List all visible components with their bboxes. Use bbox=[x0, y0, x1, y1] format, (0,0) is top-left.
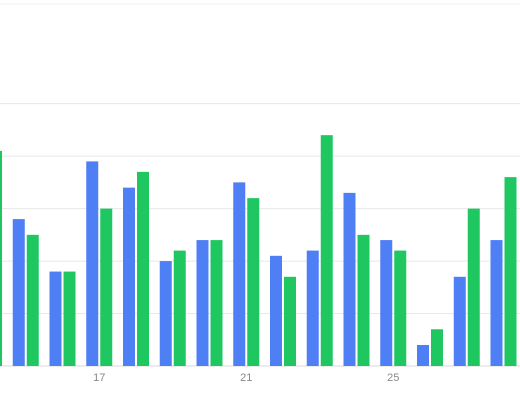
bar bbox=[343, 192, 356, 366]
bar bbox=[233, 182, 246, 366]
bar bbox=[49, 271, 62, 366]
x-tick-label: 25 bbox=[387, 372, 399, 384]
bar bbox=[417, 345, 429, 366]
bar bbox=[380, 240, 393, 366]
bar bbox=[0, 150, 2, 366]
bar bbox=[247, 198, 260, 366]
bar bbox=[490, 240, 503, 366]
bar bbox=[284, 276, 296, 366]
bar bbox=[86, 161, 99, 366]
bar bbox=[431, 329, 443, 366]
bar bbox=[394, 250, 407, 366]
bar bbox=[100, 208, 113, 366]
bar bbox=[123, 187, 135, 366]
bar bbox=[270, 255, 282, 366]
bar bbox=[467, 208, 480, 366]
bar bbox=[173, 250, 186, 366]
bar bbox=[12, 219, 25, 366]
bar bbox=[196, 240, 209, 366]
x-tick-label: 17 bbox=[93, 372, 105, 384]
bar bbox=[453, 276, 466, 366]
bar bbox=[26, 234, 39, 366]
bar bbox=[137, 171, 149, 366]
bar bbox=[210, 240, 223, 366]
bar bbox=[357, 234, 370, 366]
x-tick-label: 21 bbox=[240, 372, 252, 384]
bar bbox=[159, 261, 172, 366]
bar bbox=[63, 271, 76, 366]
bar bbox=[306, 250, 319, 366]
bar bbox=[320, 135, 333, 366]
bar bbox=[504, 177, 517, 366]
